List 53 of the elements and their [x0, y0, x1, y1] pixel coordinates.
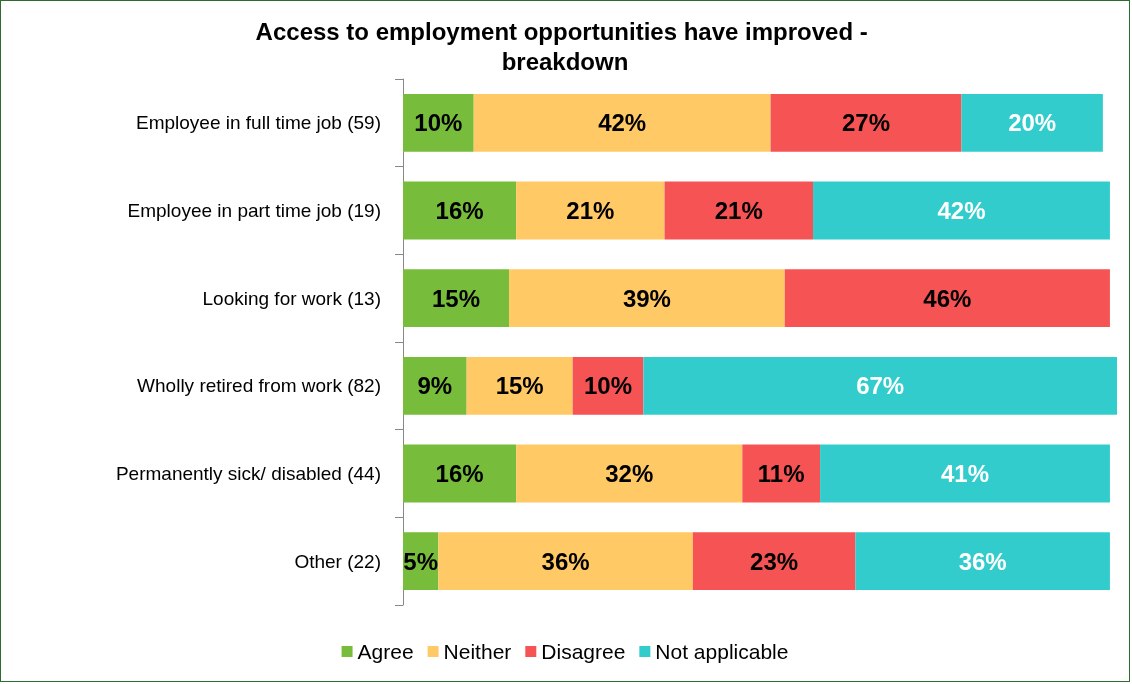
y-tick-label: Wholly retired from work (82) [137, 375, 381, 397]
legend-label: Agree [357, 640, 414, 663]
data-label: 11% [757, 460, 805, 487]
y-tick-label: Permanently sick/ disabled (44) [115, 463, 381, 484]
data-label: 41% [940, 460, 990, 487]
y-tick-label: Employee in part time job (19) [127, 200, 381, 221]
data-label: 16% [435, 460, 484, 487]
data-label: 46% [923, 284, 972, 312]
data-label: 36% [958, 547, 1007, 575]
bar [403, 356, 467, 415]
bar [820, 444, 1110, 503]
bar [664, 181, 814, 240]
bar [770, 93, 962, 152]
legend-label: Not applicable [655, 640, 789, 663]
data-label: 21% [566, 197, 615, 224]
bar [784, 269, 1110, 328]
bar [855, 532, 1110, 591]
data-label: 5% [403, 547, 439, 575]
data-label: 67% [856, 372, 905, 400]
data-label: 32% [605, 460, 654, 487]
bar [961, 93, 1103, 152]
legend-label: Neither [443, 640, 512, 663]
data-label: 39% [622, 284, 671, 312]
data-label: 16% [435, 197, 484, 224]
bar [466, 356, 573, 415]
bar [403, 269, 510, 328]
data-label: 23% [750, 547, 799, 575]
legend-label: Disagree [541, 640, 626, 663]
data-label: 27% [842, 109, 891, 137]
bar [403, 444, 517, 503]
data-label: 9% [417, 372, 453, 400]
data-label: 10% [414, 109, 463, 137]
data-label: 10% [583, 372, 633, 400]
chart-title: Access to employment opportunities have improved - breakdown [255, 17, 875, 75]
data-label: 15% [432, 284, 481, 312]
data-label: 42% [937, 197, 986, 224]
bar [516, 181, 665, 240]
bar [813, 181, 1110, 240]
bar [473, 93, 771, 152]
data-label: 42% [598, 109, 647, 137]
bar [692, 532, 856, 591]
bar [643, 356, 1117, 415]
data-label: 21% [714, 197, 763, 224]
bar [516, 444, 743, 503]
data-label: 15% [495, 372, 544, 400]
y-tick-label: Employee in full time job (59) [136, 112, 381, 134]
bar [403, 181, 517, 240]
bar [438, 532, 693, 591]
y-tick-label: Other (22) [294, 550, 381, 572]
data-label: 20% [1008, 109, 1057, 137]
y-tick-label: Looking for work (13) [202, 287, 381, 309]
data-label: 36% [541, 547, 590, 575]
bar [509, 269, 785, 328]
